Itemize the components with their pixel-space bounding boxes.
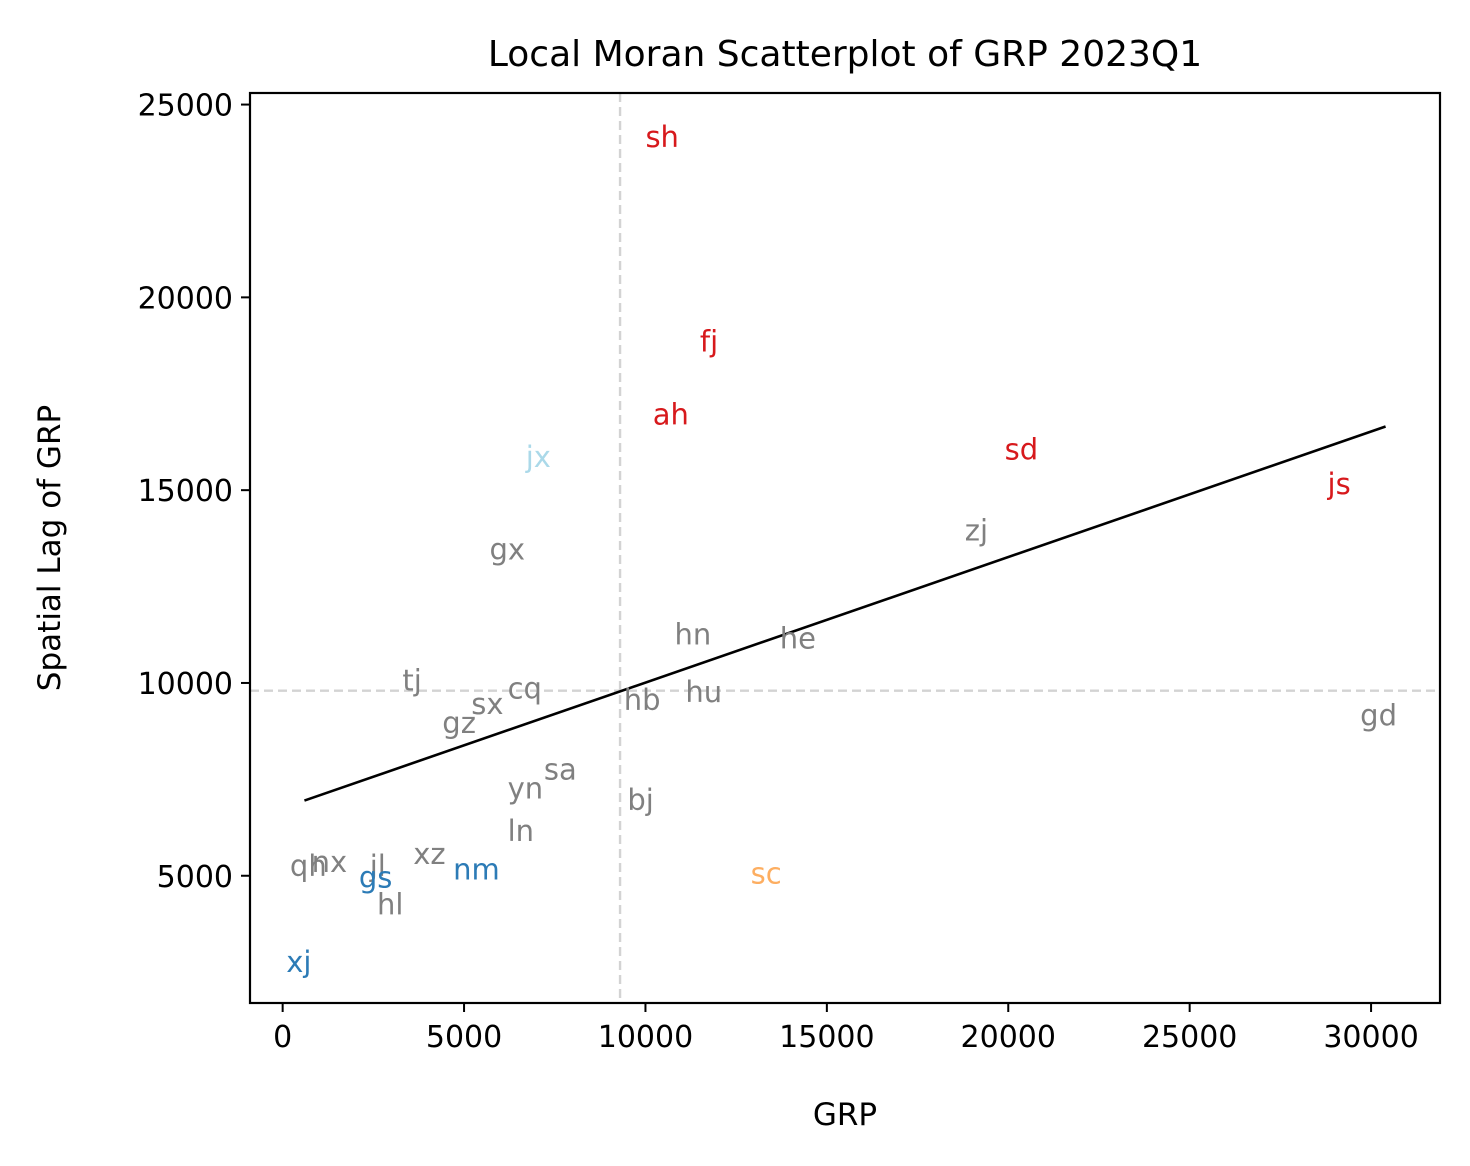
- point-label-sx: sx: [471, 687, 503, 721]
- point-label-nx: nx: [312, 845, 348, 879]
- point-label-hl: hl: [377, 887, 403, 921]
- point-label-hu: hu: [685, 675, 722, 709]
- point-label-bj: bj: [627, 783, 653, 817]
- x-tick-label: 20000: [961, 1020, 1056, 1055]
- x-tick-label: 25000: [1142, 1020, 1237, 1055]
- point-label-ah: ah: [653, 398, 689, 432]
- point-label-gs: gs: [359, 860, 393, 894]
- point-label-tj: tj: [402, 664, 421, 698]
- x-tick-label: 10000: [598, 1020, 693, 1055]
- point-label-jx: jx: [525, 440, 551, 474]
- mean-lines: [250, 93, 1440, 1003]
- point-label-sc: sc: [751, 856, 782, 890]
- point-label-nm: nm: [453, 853, 500, 887]
- point-label-he: he: [780, 621, 816, 655]
- point-label-js: js: [1327, 467, 1351, 501]
- point-label-fj: fj: [700, 324, 718, 358]
- point-label-gz: gz: [442, 706, 476, 740]
- point-label-hn: hn: [674, 617, 711, 651]
- point-label-gd: gd: [1360, 698, 1397, 732]
- y-tick-label: 20000: [138, 281, 233, 316]
- point-label-sa: sa: [544, 752, 577, 786]
- point-label-hb: hb: [624, 683, 661, 717]
- chart-title: Local Moran Scatterplot of GRP 2023Q1: [488, 34, 1202, 75]
- point-label-zj: zj: [965, 513, 988, 547]
- point-label-xj: xj: [286, 945, 311, 979]
- x-tick-label: 0: [273, 1020, 292, 1055]
- point-label-cq: cq: [508, 671, 542, 705]
- point-label-ln: ln: [508, 814, 534, 848]
- point-label-xz: xz: [413, 837, 445, 871]
- point-label-sh: sh: [645, 120, 679, 154]
- x-axis-ticks: 0 5000 10000 15000 20000 25000 30000: [273, 1003, 1419, 1055]
- y-tick-label: 15000: [138, 474, 233, 509]
- y-axis-ticks: 5000 10000 15000 20000 25000: [138, 89, 250, 895]
- x-tick-label: 30000: [1323, 1020, 1418, 1055]
- x-tick-label: 5000: [426, 1020, 502, 1055]
- point-label-qh: qh: [290, 849, 327, 883]
- plot-area: [250, 93, 1440, 1003]
- point-label-yn: yn: [508, 772, 544, 806]
- y-axis-title: Spatial Lag of GRP: [32, 405, 68, 691]
- regression-line-group: [303, 425, 1387, 802]
- y-tick-label: 10000: [138, 667, 233, 702]
- regression-line: [303, 425, 1387, 802]
- y-tick-label: 25000: [138, 89, 233, 124]
- point-label-jl: jl: [369, 849, 386, 883]
- x-tick-label: 15000: [779, 1020, 874, 1055]
- plot-frame: [248, 91, 1442, 1005]
- y-tick-label: 5000: [157, 860, 233, 895]
- point-label-sd: sd: [1005, 432, 1039, 466]
- x-axis-title: GRP: [813, 1097, 877, 1133]
- point-label-gx: gx: [489, 533, 525, 567]
